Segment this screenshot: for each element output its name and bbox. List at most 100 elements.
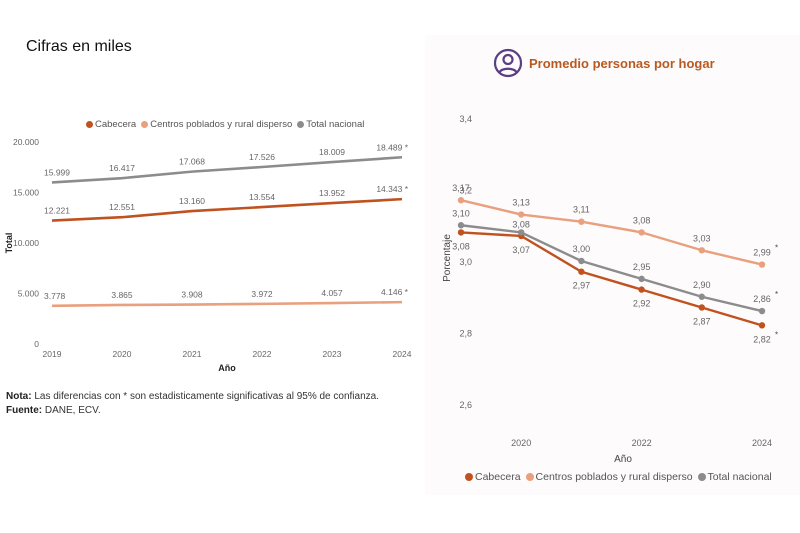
y-tick-label: 3,0 (459, 257, 472, 267)
data-label: 4.146 * (381, 287, 409, 297)
data-label: 2,95 (633, 262, 651, 272)
y-tick-label: 3,2 (459, 186, 472, 196)
legend-label: Cabecera (95, 119, 137, 130)
data-label: 3.778 (44, 291, 66, 301)
note-line: Nota: Las diferencias con * son estadist… (6, 390, 379, 404)
data-point-total (758, 307, 766, 315)
note-text: Las diferencias con * son estadisticamen… (31, 391, 379, 402)
significance-asterisk: * (775, 290, 778, 299)
x-tick-label: 2020 (113, 349, 132, 359)
series-line-cabecera (51, 197, 403, 222)
data-label: 3,08 (633, 215, 651, 225)
data-label: 12.221 (44, 206, 70, 216)
y-axis-title: Total (4, 233, 14, 254)
data-label: 3,11 (573, 205, 590, 215)
series-line-centros (51, 300, 403, 308)
source-label: Fuente: (6, 405, 43, 416)
legend-dot-centros (141, 121, 149, 128)
x-tick-label: 2021 (183, 349, 202, 359)
legend-dot-total (297, 121, 305, 128)
data-label: 16.417 (109, 163, 135, 173)
y-tick-label: 3,4 (459, 114, 472, 124)
data-point-cabecera (638, 286, 645, 293)
data-point-centros (518, 211, 525, 218)
data-label: 13.554 (249, 192, 275, 202)
data-label: 3.865 (111, 290, 133, 300)
legend-label: Total nacional (707, 471, 772, 483)
y-tick-label: 20.000 (13, 137, 39, 147)
data-label: 2,82 (753, 334, 771, 344)
right-panel (425, 35, 800, 495)
data-point-total (638, 275, 645, 283)
data-label: 2,97 (573, 281, 591, 291)
x-tick-label: 2019 (43, 349, 62, 359)
data-point-total (518, 229, 525, 236)
chart-population: 0 5.000 10.000 15.000 20.000 2019 2020 2021 2022… (4, 137, 412, 373)
data-point-centros (457, 197, 465, 204)
series-line-total (460, 224, 763, 313)
data-label: 2,87 (693, 316, 711, 326)
data-point-total (698, 293, 705, 300)
data-point-cabecera (457, 229, 465, 236)
legend-right: Cabecera Centros poblados y rural disper… (465, 471, 775, 483)
footnote: Nota: Las diferencias con * son estadist… (6, 390, 379, 418)
x-tick-label: 2024 (393, 349, 412, 359)
legend-item-total[interactable]: Total nacional (697, 471, 772, 483)
chart-household-size: 2,6 2,8 3,0 3,2 3,4 2020 2022 2024 Año Porcentaje… (442, 114, 778, 465)
significance-asterisk: * (775, 330, 778, 339)
legend-label: Centros poblados y rural disperso (535, 471, 693, 483)
data-label: 2,92 (633, 299, 651, 309)
chart-title-right: Promedio personas por hogar (493, 48, 715, 78)
legend-dot-cabecera (86, 121, 93, 128)
x-tick-label: 2020 (511, 438, 531, 448)
data-point-centros (638, 229, 645, 236)
data-label: 18.489 * (376, 142, 408, 152)
x-tick-label: 2023 (323, 349, 342, 359)
x-axis-title: Año (218, 363, 236, 373)
left-panel (0, 0, 420, 533)
legend-item-cabecera[interactable]: Cabecera (465, 471, 521, 483)
data-point-centros (698, 247, 705, 254)
significance-asterisk: * (775, 244, 778, 253)
data-label: 3,08 (452, 241, 470, 251)
chart-title: Promedio personas por hogar (529, 55, 715, 71)
data-label: 3.972 (251, 289, 273, 299)
data-label: 3,07 (512, 245, 530, 255)
data-point-cabecera (758, 322, 766, 329)
source-line: Fuente: DANE, ECV. (6, 404, 379, 418)
data-point-cabecera (698, 304, 705, 311)
series-line-centros (460, 199, 763, 266)
y-tick-label: 2,8 (459, 329, 472, 339)
data-label: 3,13 (512, 198, 530, 208)
data-label: 18.009 (319, 147, 345, 157)
legend-item-centros[interactable]: Centros poblados y rural disperso (141, 119, 292, 130)
data-label: 17.526 (249, 152, 275, 162)
data-label: 3,17 (452, 183, 470, 193)
data-label: 14.343 * (376, 184, 408, 194)
legend-label: Total nacional (306, 119, 365, 130)
legend-dot-total (697, 473, 706, 481)
data-label: 3,00 (573, 244, 591, 254)
y-tick-label: 5.000 (18, 289, 40, 299)
y-axis-title: Porcentaje (442, 234, 453, 282)
person-circle-icon (493, 48, 523, 78)
legend-item-centros[interactable]: Centros poblados y rural disperso (525, 471, 693, 483)
data-label: 15.999 (44, 167, 70, 177)
x-tick-label: 2024 (752, 438, 772, 448)
data-label: 2,99 (753, 248, 771, 258)
data-point-centros (578, 218, 585, 225)
legend-item-total[interactable]: Total nacional (297, 119, 364, 130)
data-point-centros (758, 261, 766, 268)
legend-label: Centros poblados y rural disperso (150, 119, 293, 130)
x-tick-label: 2022 (253, 349, 272, 359)
y-tick-label: 15.000 (13, 188, 39, 198)
source-text: DANE, ECV. (42, 405, 101, 416)
legend-dot-cabecera (465, 473, 473, 481)
legend-item-cabecera[interactable]: Cabecera (86, 119, 136, 130)
y-tick-label: 0 (34, 339, 39, 349)
data-point-total (457, 222, 465, 229)
note-label: Nota: (6, 391, 32, 402)
data-label: 13.160 (179, 196, 205, 206)
y-tick-label: 2,6 (459, 400, 472, 410)
data-label: 2,86 (753, 294, 771, 304)
